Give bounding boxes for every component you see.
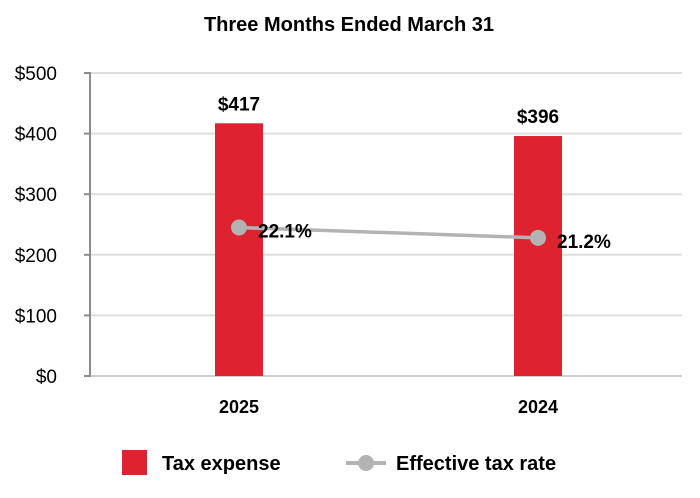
legend: Tax expense Effective tax rate — [122, 450, 556, 475]
legend-swatch-tax-expense — [122, 450, 147, 475]
y-tick-label: $200 — [15, 246, 57, 267]
y-tick-label: $500 — [15, 64, 57, 85]
y-tick-label: $100 — [15, 306, 57, 327]
legend-label-tax-expense: Tax expense — [162, 453, 281, 475]
y-axis: $0 $100 $200 $300 $400 $500 — [15, 64, 91, 388]
legend-marker-effective-tax-rate — [358, 455, 374, 471]
bar-data-label: $396 — [517, 107, 559, 128]
bar — [215, 123, 263, 376]
rate-point — [530, 229, 546, 246]
x-category-label: 2025 — [219, 397, 259, 417]
y-tick-label: $0 — [36, 367, 57, 388]
bar-data-label: $417 — [218, 94, 260, 115]
rate-line — [238, 225, 539, 240]
chart-title: Three Months Ended March 31 — [204, 14, 494, 36]
x-axis-labels: 2025 2024 — [219, 397, 558, 417]
bar — [514, 136, 562, 376]
rate-line-series: 22.1% 21.2% — [231, 219, 611, 253]
rate-point — [231, 219, 247, 236]
rate-data-label: 22.1% — [258, 222, 312, 243]
bar-series: $417 $396 — [215, 94, 562, 376]
rate-data-label: 21.2% — [557, 232, 611, 253]
gridlines — [90, 72, 682, 377]
y-tick-label: $300 — [15, 185, 57, 206]
legend-label-effective-tax-rate: Effective tax rate — [396, 453, 556, 475]
y-tick-label: $400 — [15, 125, 57, 146]
x-category-label: 2024 — [518, 397, 558, 417]
